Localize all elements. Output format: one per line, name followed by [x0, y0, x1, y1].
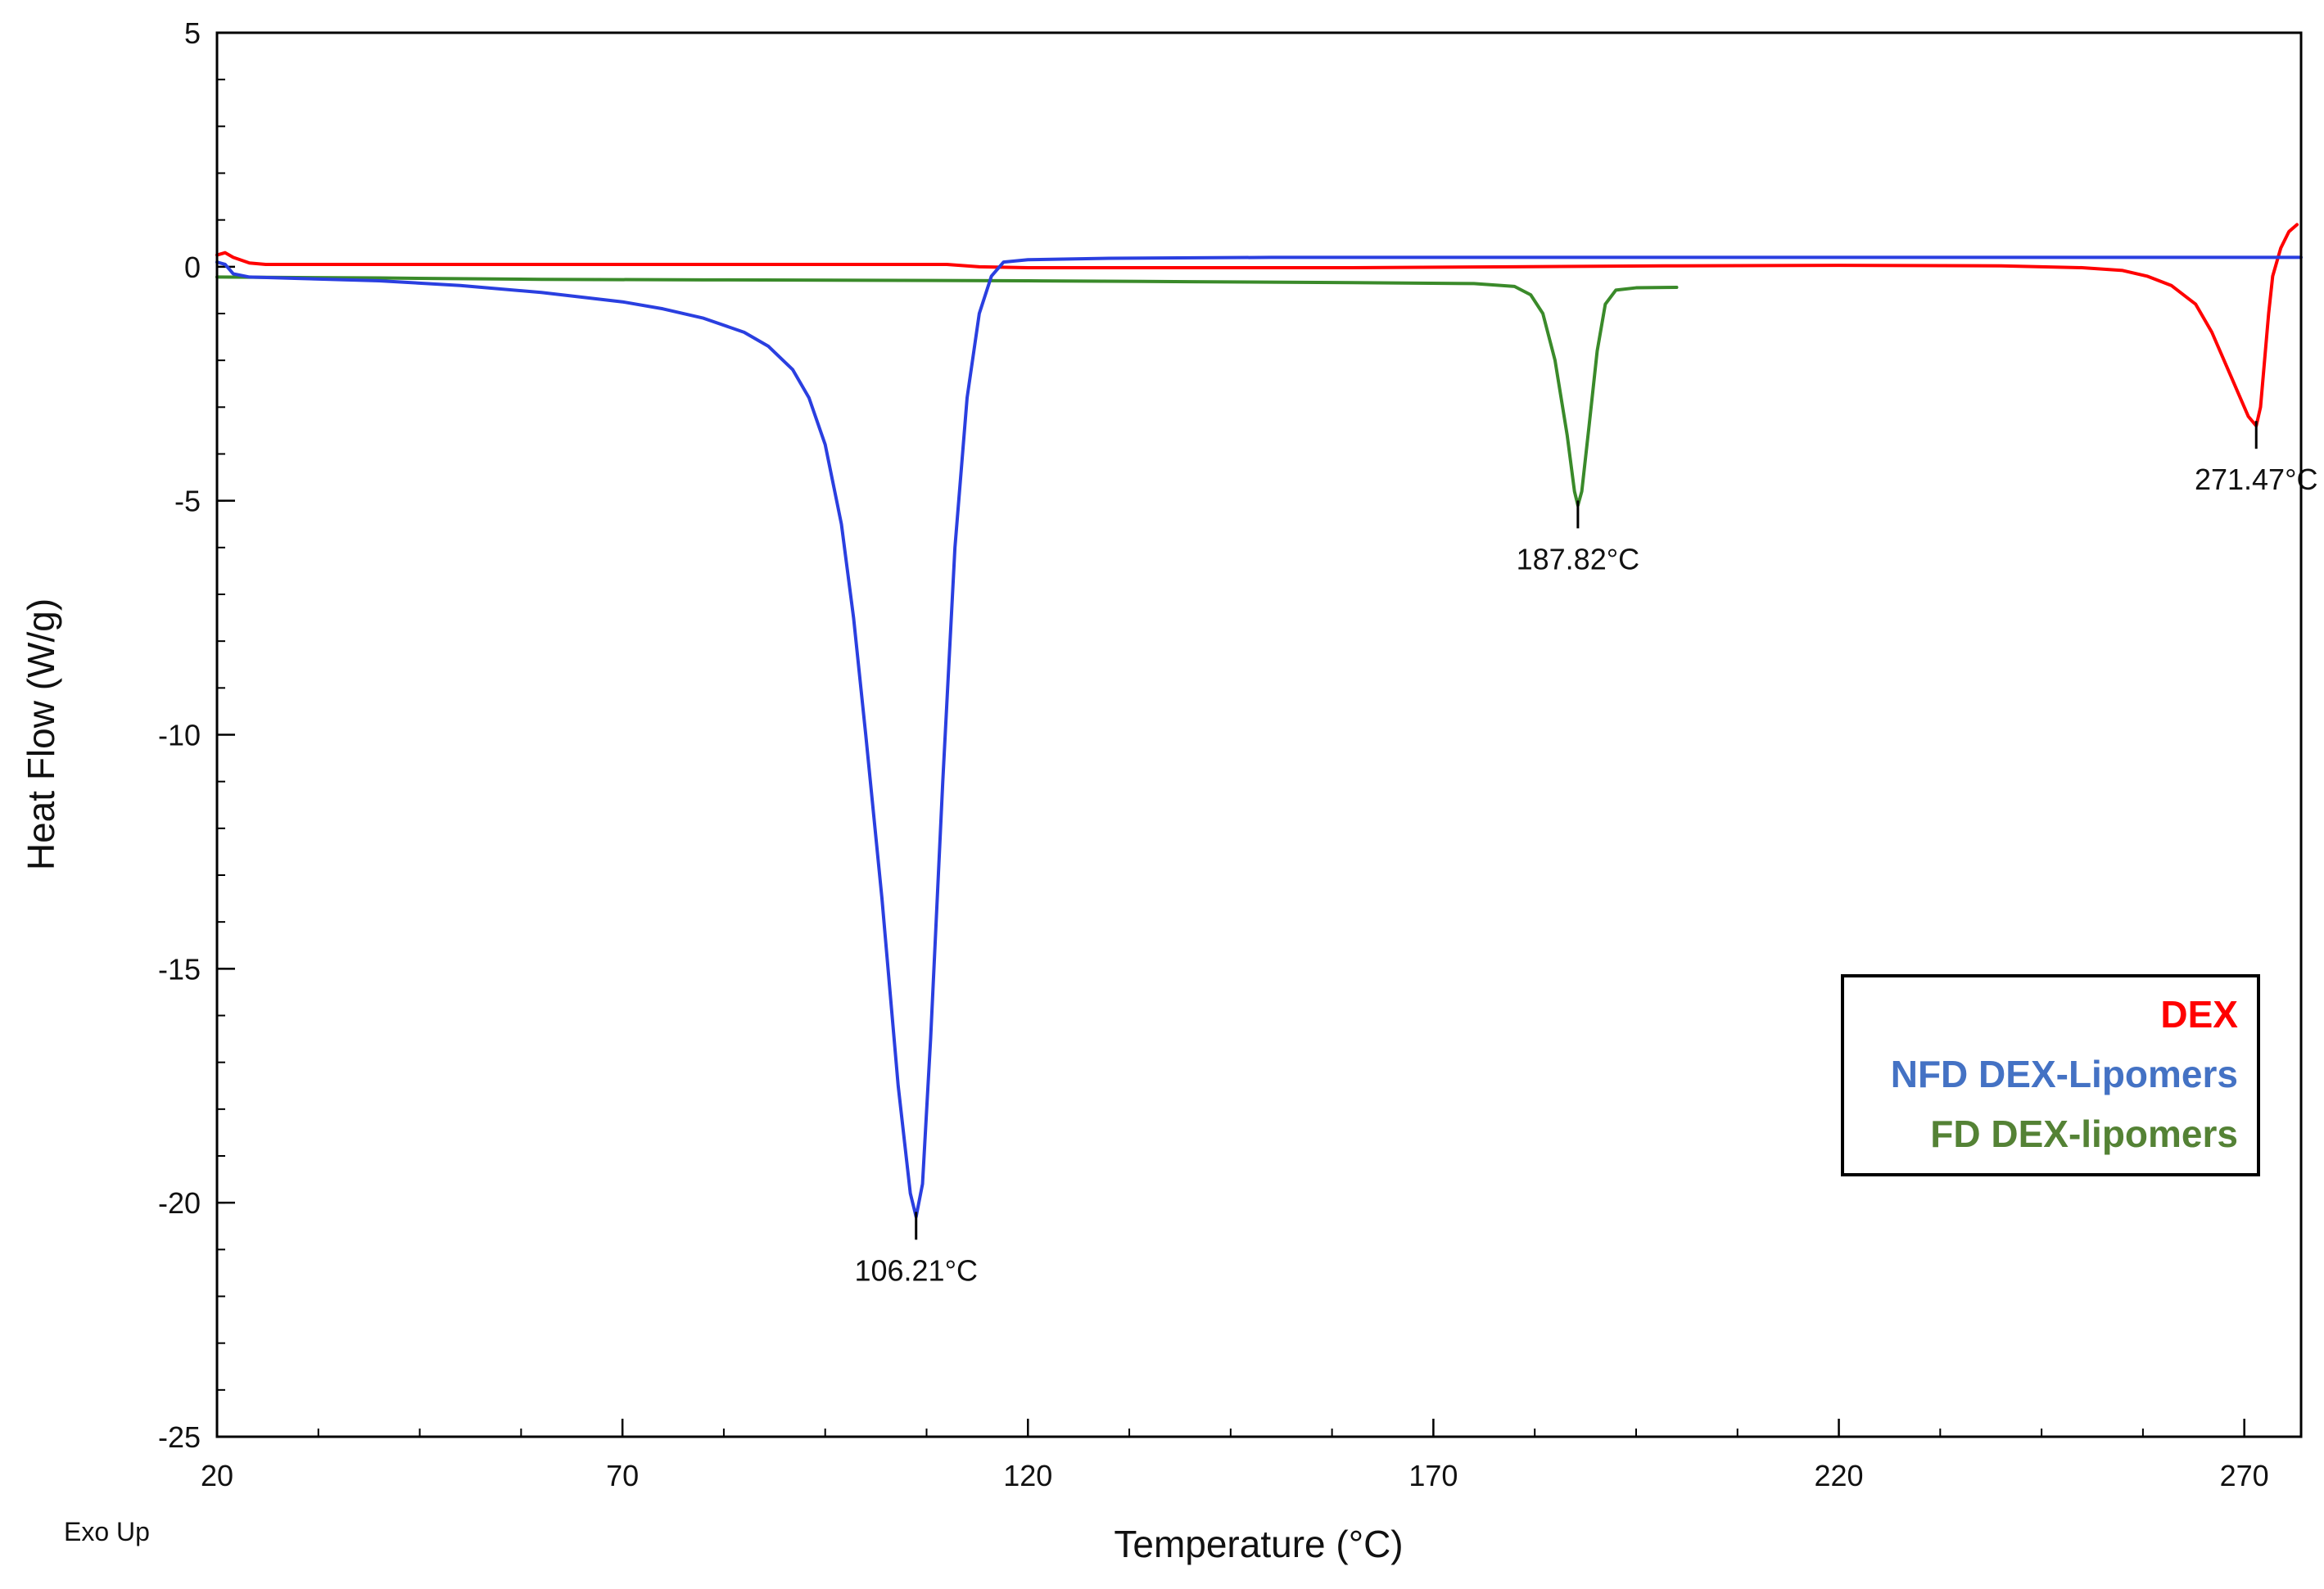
series-line-dex: [215, 223, 2299, 428]
y-tick-label: -5: [174, 485, 201, 518]
x-tick-label: 120: [1003, 1459, 1052, 1492]
exo-up-note: Exo Up: [64, 1517, 150, 1546]
y-axis-title: Heat Flow (W/g): [20, 598, 62, 870]
y-tick-label: -15: [158, 952, 201, 986]
y-tick-label: -10: [158, 719, 201, 752]
legend-entry-dex: DEX: [2160, 993, 2238, 1036]
y-tick-label: 0: [184, 251, 201, 284]
x-tick-label: 20: [201, 1459, 233, 1492]
x-tick-label: 170: [1408, 1459, 1458, 1492]
peak-label: 187.82°C: [1517, 542, 1640, 576]
tick-labels: 20 70 120 170 220 270 5 0 -5 -10 -15 -20 -25: [158, 16, 2269, 1492]
x-tick-label: 220: [1815, 1459, 1864, 1492]
x-axis-title: Temperature (°C): [1114, 1523, 1403, 1565]
series-layer: [215, 223, 2303, 1219]
legend-entry-nfd-dex-lipomers: NFD DEX-Lipomers: [1891, 1053, 2238, 1095]
y-tick-label: -20: [158, 1186, 201, 1220]
x-tick-label: 270: [2220, 1459, 2269, 1492]
legend: DEX NFD DEX-Lipomers FD DEX-lipomers: [1841, 974, 2260, 1176]
peak-label: 106.21°C: [854, 1253, 978, 1287]
annotation-layer: 106.21°C 187.82°C 271.47°C: [854, 421, 2317, 1287]
series-line-fd-dex-lipomers: [215, 275, 1679, 508]
legend-entry-fd-dex-lipomers: FD DEX-lipomers: [1930, 1113, 2238, 1155]
y-tick-label: 5: [184, 16, 201, 50]
x-tick-label: 70: [606, 1459, 639, 1492]
series-line-nfd-dex-lipomers: [215, 255, 2303, 1219]
legend-frame: [1841, 974, 2260, 1176]
y-tick-label: -25: [158, 1420, 201, 1454]
plot-frame: [215, 31, 2303, 1438]
peak-label: 271.47°C: [2195, 463, 2318, 496]
plot-background: [217, 33, 2301, 1437]
